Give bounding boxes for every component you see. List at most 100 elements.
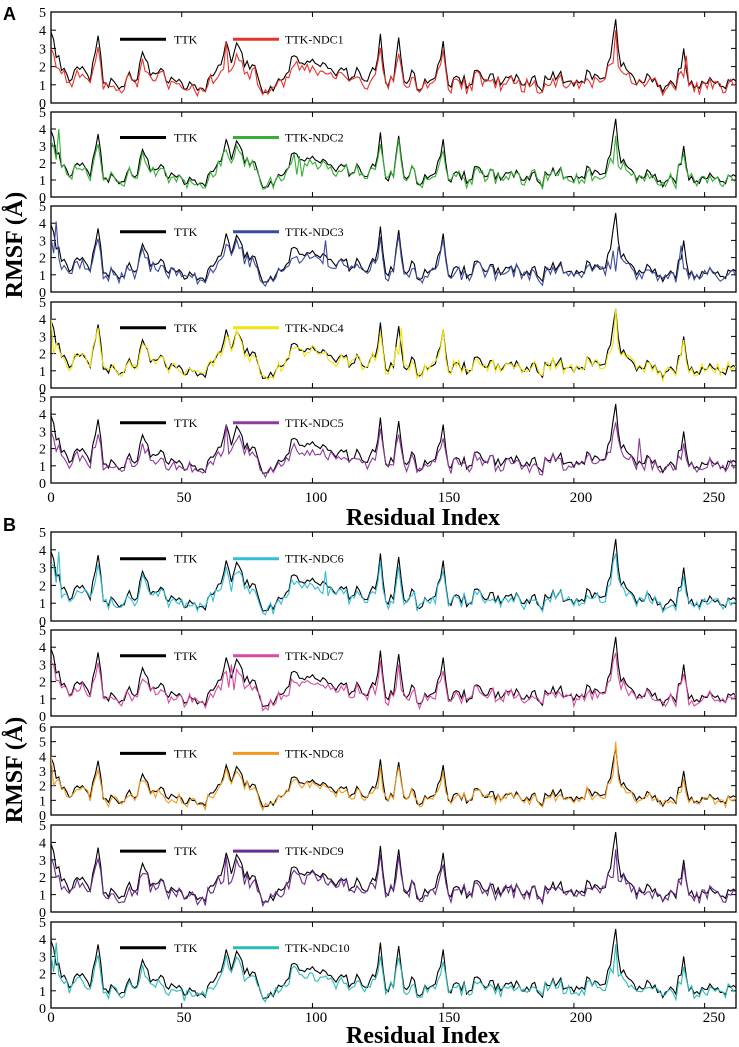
y-tick-label: 3: [39, 562, 46, 577]
y-tick-label: 4: [39, 641, 46, 656]
legend-label-ttk: TTK: [174, 32, 198, 46]
y-tick-label: 4: [39, 313, 46, 328]
series-line-ttk-ndc5: [51, 422, 736, 479]
legend-label-ttk: TTK: [174, 321, 198, 335]
y-tick-label: 2: [39, 579, 46, 594]
y-tick-label: 5: [39, 526, 46, 541]
y-tick-label: 3: [39, 950, 46, 965]
y-tick-label: 5: [39, 624, 46, 639]
plot-frame: [50, 921, 737, 1009]
legend-label-series: TTK-NDC1: [285, 32, 344, 46]
y-tick-label: 2: [39, 443, 46, 458]
rmsf-panel: 0 1 2 3 4 5 TTK TTK-NDC6: [39, 526, 737, 630]
y-tick-label: 2: [39, 61, 46, 76]
y-tick-label: 0: [39, 191, 46, 206]
y-tick-label: 1: [39, 693, 46, 708]
x-tick-label: 150: [438, 490, 461, 506]
y-tick-label: 4: [39, 123, 46, 138]
x-tick-labels-a: 0 50 100 150 200 250: [47, 490, 725, 506]
y-tick-label: 1: [39, 174, 46, 189]
series-line-ttk-ndc3: [51, 221, 736, 288]
series-line-ttk: [51, 212, 736, 284]
y-tick-label: 0: [39, 615, 46, 630]
y-tick-label: 1: [39, 889, 46, 904]
x-tick-label: 0: [47, 490, 55, 506]
y-tick-label: 0: [39, 906, 46, 921]
x-axis-title-b: Residual Index: [346, 1023, 500, 1047]
series-line-ttk: [51, 308, 736, 380]
x-tick-label: 0: [47, 1010, 55, 1026]
y-tick-label: 3: [39, 854, 46, 869]
legend-label-series: TTK-NDC3: [285, 225, 344, 239]
y-tick-label: 3: [39, 425, 46, 440]
legend-label-ttk: TTK: [174, 649, 198, 663]
x-tick-label: 50: [177, 490, 192, 506]
y-tick-label: 0: [39, 809, 46, 824]
plot-frame: [50, 629, 737, 717]
legend-label-ttk: TTK: [174, 225, 198, 239]
legend-label-ttk: TTK: [174, 416, 198, 430]
rmsf-panel: 0 1 2 3 4 5 TTK TTK-NDC5: [39, 391, 737, 492]
y-tick-label: 4: [39, 836, 46, 851]
legend-label-ttk: TTK: [174, 552, 198, 566]
y-tick-label: 1: [39, 365, 46, 380]
rmsf-panel: 0 1 2 3 4 5 TTK TTK-NDC10: [39, 916, 737, 1017]
series-line-ttk-ndc8: [51, 741, 736, 812]
panel-label-a: A: [3, 4, 16, 24]
legend-label-ttk: TTK: [174, 844, 198, 858]
y-tick-label: 2: [39, 968, 46, 983]
y-tick-label: 1: [39, 269, 46, 284]
plot-frame: [50, 11, 737, 104]
y-tick-label: 2: [39, 676, 46, 691]
y-tick-label: 3: [39, 140, 46, 155]
plot-frame: [50, 301, 737, 389]
y-tick-label: 0: [39, 382, 46, 397]
y-tick-label: 3: [39, 765, 46, 780]
y-tick-label: 5: [39, 6, 46, 21]
x-tick-label: 200: [570, 1010, 593, 1026]
y-tick-label: 0: [39, 1002, 46, 1017]
legend-label-series: TTK-NDC2: [285, 131, 344, 145]
x-tick-label: 100: [305, 1010, 328, 1026]
legend-label-series: TTK-NDC9: [285, 844, 344, 858]
y-tick-label: 4: [39, 544, 46, 559]
plot-frame: [50, 111, 737, 198]
y-tick-label: 1: [39, 985, 46, 1000]
y-tick-label: 6: [39, 721, 46, 736]
legend-label-series: TTK-NDC6: [285, 552, 344, 566]
y-tick-label: 1: [39, 460, 46, 475]
y-tick-label: 0: [39, 710, 46, 725]
y-tick-label: 2: [39, 780, 46, 795]
y-tick-label: 5: [39, 296, 46, 311]
y-tick-label: 1: [39, 794, 46, 809]
y-tick-label: 4: [39, 750, 46, 765]
series-line-ttk-ndc6: [51, 551, 736, 616]
legend-label-series: TTK-NDC8: [285, 746, 344, 760]
y-tick-label: 5: [39, 391, 46, 406]
rmsf-panel: 0 1 2 3 4 5 TTK TTK-NDC2: [39, 106, 737, 206]
y-tick-label: 3: [39, 42, 46, 57]
y-tick-label: 4: [39, 217, 46, 232]
series-line-ttk-ndc10: [51, 942, 736, 1003]
panel-label-b: B: [3, 515, 16, 535]
y-tick-label: 1: [39, 597, 46, 612]
y-tick-label: 3: [39, 234, 46, 249]
x-tick-label: 250: [703, 490, 726, 506]
legend-label-series: TTK-NDC5: [285, 416, 344, 430]
y-tick-label: 2: [39, 348, 46, 363]
legend-label-ttk: TTK: [174, 746, 198, 760]
plot-frame: [50, 726, 737, 816]
x-tick-label: 150: [438, 1010, 461, 1026]
y-tick-label: 5: [39, 106, 46, 121]
y-tick-label: 4: [39, 24, 46, 39]
plot-frame: [50, 824, 737, 913]
y-tick-label: 2: [39, 871, 46, 886]
x-tick-label: 250: [703, 1010, 726, 1026]
y-axis-title-b: RMSF (Å): [2, 717, 28, 823]
legend-label-ttk: TTK: [174, 131, 198, 145]
rmsf-panel: 0 1 2 3 4 5 TTK TTK-NDC1: [39, 6, 737, 112]
plot-frame: [50, 205, 737, 293]
series-line-ttk-ndc4: [51, 308, 736, 384]
